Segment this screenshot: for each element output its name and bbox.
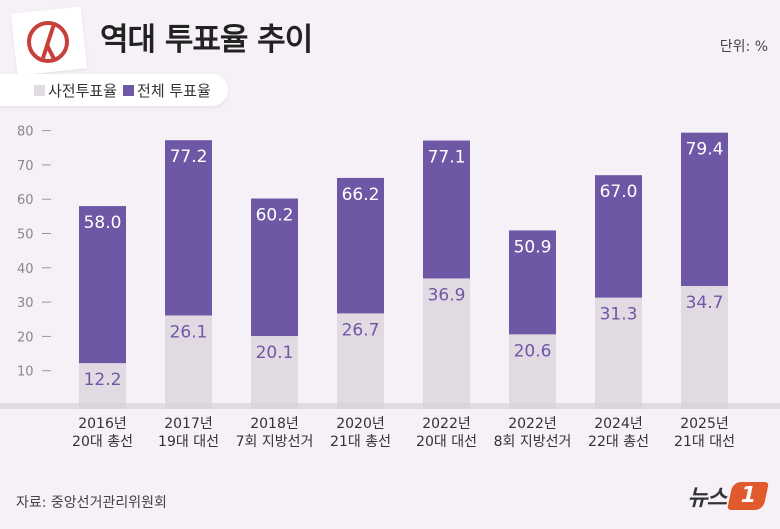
brand-mark-icon: 1 — [727, 482, 769, 510]
x-tick-label-election: 21대 총선 — [330, 434, 391, 450]
data-label-early: 36.9 — [428, 285, 466, 305]
legend-item-total-vote: 전체 투표율 — [123, 80, 211, 101]
data-label-early: 26.7 — [342, 320, 380, 340]
data-label-early: 20.1 — [256, 343, 294, 363]
data-label-early: 31.3 — [600, 305, 638, 325]
x-tick-label-year: 2024년 — [594, 416, 643, 432]
x-tick-label-year: 2016년 — [78, 416, 127, 432]
bar-early-vote — [165, 315, 212, 409]
x-tick-label-year: 2018년 — [250, 416, 299, 432]
bar-total-vote — [681, 132, 728, 286]
y-tick-label: 40 — [17, 262, 34, 277]
y-tick-label: 20 — [17, 330, 34, 345]
y-tick-label: 80 — [17, 125, 34, 140]
data-label-total: 50.9 — [514, 237, 552, 257]
data-label-total: 60.2 — [256, 206, 294, 226]
bar-early-vote — [337, 313, 384, 409]
legend-item-early-vote: 사전투표율 — [34, 80, 117, 101]
bar-total-vote — [251, 198, 298, 337]
legend-swatch-early — [34, 84, 45, 96]
bar-total-vote — [79, 206, 126, 364]
ballot-stamp-icon — [27, 21, 69, 63]
x-tick-label-election: 21대 대선 — [674, 434, 735, 450]
x-tick-label-year: 2022년 — [508, 416, 557, 432]
y-tick-label: 10 — [17, 365, 34, 380]
axis-baseline — [0, 403, 780, 409]
bar-early-vote — [509, 334, 556, 409]
source-note: 자료: 중앙선거관리위원회 — [16, 495, 167, 511]
data-label-early: 12.2 — [84, 370, 122, 390]
x-tick-label-year: 2020년 — [336, 416, 385, 432]
bar-chart: 10 20 30 40 50 60 70 80 58.0 12.2 2016년 20대 총선 77.2 2… — [0, 125, 780, 450]
bar-total-vote — [595, 175, 642, 298]
data-label-early: 34.7 — [686, 293, 724, 313]
data-label-total: 67.0 — [600, 182, 638, 202]
data-label-total: 77.1 — [428, 148, 466, 168]
bar-total-vote — [337, 177, 384, 314]
bar-total-vote — [165, 140, 212, 316]
bar-early-vote — [423, 278, 470, 409]
x-tick-label-year: 2022년 — [422, 416, 471, 432]
legend: 사전투표율 전체 투표율 — [0, 74, 228, 106]
unit-label: 단위: % — [719, 39, 768, 55]
data-label-total: 66.2 — [342, 185, 380, 205]
legend-swatch-total — [123, 84, 135, 96]
y-tick-label: 50 — [17, 228, 34, 243]
x-tick-label-election: 8회 지방선거 — [494, 434, 572, 450]
y-tick-label: 30 — [17, 296, 34, 311]
x-tick-label-election: 20대 대선 — [416, 434, 477, 450]
x-tick-label-election: 20대 총선 — [72, 434, 133, 450]
legend-label: 사전투표율 — [48, 81, 118, 100]
bar-early-vote — [595, 297, 642, 409]
data-label-total: 58.0 — [84, 213, 122, 233]
bar-total-vote — [509, 230, 556, 335]
data-label-early: 20.6 — [514, 341, 552, 361]
bar-early-vote — [79, 363, 126, 409]
x-tick-label-election: 19대 대선 — [158, 434, 219, 450]
legend-label: 전체 투표율 — [137, 81, 211, 100]
data-label-total: 77.2 — [170, 147, 208, 167]
brand-text: 뉴스 — [687, 486, 727, 511]
data-label-early: 26.1 — [170, 322, 208, 342]
bar-early-vote — [251, 336, 298, 409]
bar-total-vote — [423, 140, 470, 279]
data-label-total: 79.4 — [686, 140, 724, 160]
chart-title: 역대 투표율 추이 — [100, 22, 313, 58]
bar-early-vote — [681, 285, 728, 409]
x-tick-label-election: 7회 지방선거 — [236, 434, 314, 450]
y-tick-label: 70 — [17, 159, 34, 174]
brand-logo: 뉴스 1 — [687, 480, 769, 512]
x-tick-label-election: 22대 총선 — [588, 434, 649, 450]
x-tick-label-year: 2025년 — [680, 416, 729, 432]
x-tick-label-year: 2017년 — [164, 416, 213, 432]
y-tick-label: 60 — [17, 193, 34, 208]
